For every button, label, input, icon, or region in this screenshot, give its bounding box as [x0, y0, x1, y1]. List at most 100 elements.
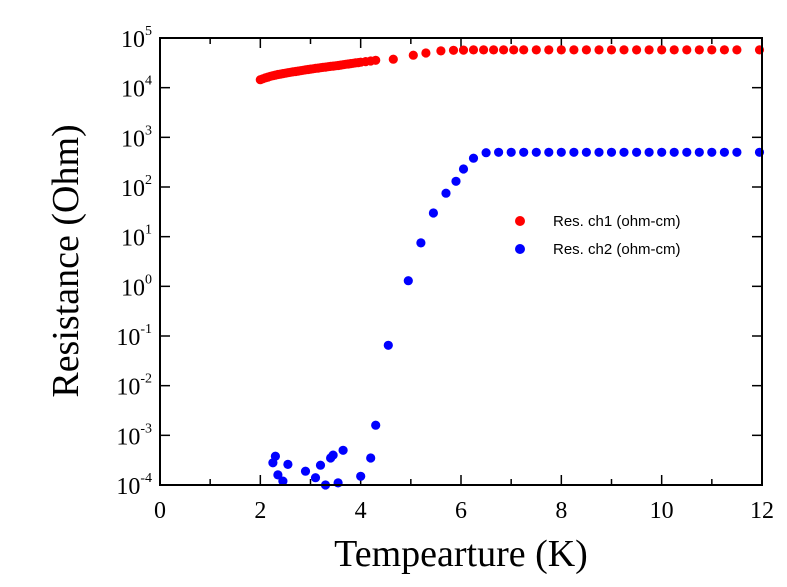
series-1-point: [694, 45, 704, 55]
series-1-point: [581, 45, 592, 55]
series-2-point: [682, 147, 692, 157]
series-1-point: [732, 45, 742, 55]
series-1-point: [719, 45, 730, 55]
series-2-point: [441, 188, 451, 198]
series-1-point: [606, 45, 617, 55]
series-2-point: [732, 147, 742, 157]
series-1-point: [531, 45, 541, 55]
series-2-point: [506, 147, 516, 157]
legend-label: Res. ch2 (ohm-cm): [553, 241, 681, 258]
series-2-point: [366, 453, 376, 463]
y-tick-label: 101: [121, 223, 152, 252]
series-1-point: [371, 55, 381, 65]
series-2-point: [371, 420, 381, 430]
series-2-point: [458, 164, 469, 174]
series-2-point: [383, 340, 393, 350]
legend-marker: [515, 216, 525, 226]
series-2-point: [270, 451, 280, 461]
series-1-point: [556, 45, 566, 55]
y-axis-title: Resistance (Ohm): [45, 124, 87, 397]
series-1-point: [479, 45, 489, 55]
series-2-point: [328, 450, 338, 460]
series-2-point: [694, 147, 704, 157]
x-tick-labels: 0 2 4 6 8 10 12: [154, 498, 774, 524]
series-1-point: [544, 45, 554, 55]
series-2-point: [556, 147, 566, 157]
series-1-point: [388, 54, 398, 64]
y-tick-label: 10-4: [116, 471, 152, 500]
series-2-point: [300, 466, 311, 476]
series-1-point: [499, 45, 509, 55]
series-1-point: [408, 50, 418, 60]
y-tick-label: 10-2: [116, 372, 152, 401]
series-2-point: [356, 471, 366, 481]
series-2-point: [315, 460, 326, 470]
series-1-point: [657, 45, 667, 55]
series-2-point: [278, 476, 288, 486]
series-1-point: [569, 45, 579, 55]
series-2-point: [644, 147, 654, 157]
series-2-point: [606, 147, 617, 157]
x-tick-label: 10: [650, 498, 674, 524]
x-tick-label: 4: [355, 498, 367, 524]
series-1-point: [644, 45, 654, 55]
series-2-point: [657, 147, 667, 157]
series-1-point: [421, 48, 431, 58]
series-2-point: [632, 147, 642, 157]
series-1-point: [632, 45, 642, 55]
series-1-point: [509, 45, 519, 55]
y-tick-label: 103: [121, 123, 152, 152]
series-2-point: [416, 238, 426, 248]
series-2-point: [531, 147, 541, 157]
series-2-point: [403, 276, 413, 286]
series-2-point: [428, 208, 438, 218]
y-tick-label: 104: [121, 74, 152, 103]
series-2-point: [707, 147, 717, 157]
series-2-point: [451, 176, 461, 186]
legend-label: Res. ch1 (ohm-cm): [553, 213, 681, 230]
series-1-point: [519, 45, 529, 55]
legend: Res. ch1 (ohm-cm) Res. ch2 (ohm-cm): [515, 213, 681, 258]
series-1-point: [682, 45, 692, 55]
series-2-point: [310, 473, 321, 483]
y-tick-label: 10-1: [116, 322, 152, 351]
series-2-point: [494, 147, 504, 157]
series-2-point: [669, 147, 679, 157]
series-1-point: [448, 45, 459, 55]
series-2-point: [333, 478, 343, 488]
series-2-point: [544, 147, 554, 157]
series-1-point: [436, 46, 446, 56]
series-2-point: [273, 470, 283, 480]
series-1-point: [489, 45, 499, 55]
legend-marker: [515, 244, 525, 254]
x-tick-label: 0: [154, 498, 166, 524]
series-2-point: [468, 153, 479, 163]
y-tick-label: 10-3: [116, 421, 152, 450]
x-tick-label: 6: [455, 498, 467, 524]
x-tick-label: 12: [750, 498, 774, 524]
series-1-point: [458, 45, 469, 55]
y-tick-label: 105: [121, 24, 152, 53]
series-2-point: [481, 148, 491, 158]
data-points: [255, 45, 765, 490]
series-1-point: [619, 45, 629, 55]
x-axis-title: Tempearture (K): [334, 533, 588, 575]
series-2-point: [338, 445, 348, 455]
y-tick-labels: 10-4 10-3 10-2 10-1 100 101 102 103 104 105: [116, 24, 152, 500]
series-2-point: [594, 147, 604, 157]
plot-frame: [159, 37, 763, 486]
series-2-point: [519, 147, 529, 157]
series-1-point: [468, 45, 479, 55]
series-2-point: [719, 147, 730, 157]
y-tick-label: 102: [121, 173, 152, 202]
x-tick-label: 8: [555, 498, 567, 524]
series-2-point: [283, 459, 293, 469]
series-2-point: [619, 147, 629, 157]
series-1-point: [594, 45, 604, 55]
axis-ticks: [159, 37, 763, 486]
series-2-point: [581, 147, 592, 157]
x-tick-label: 2: [254, 498, 266, 524]
series-1-point: [669, 45, 679, 55]
y-tick-label: 100: [121, 272, 152, 301]
